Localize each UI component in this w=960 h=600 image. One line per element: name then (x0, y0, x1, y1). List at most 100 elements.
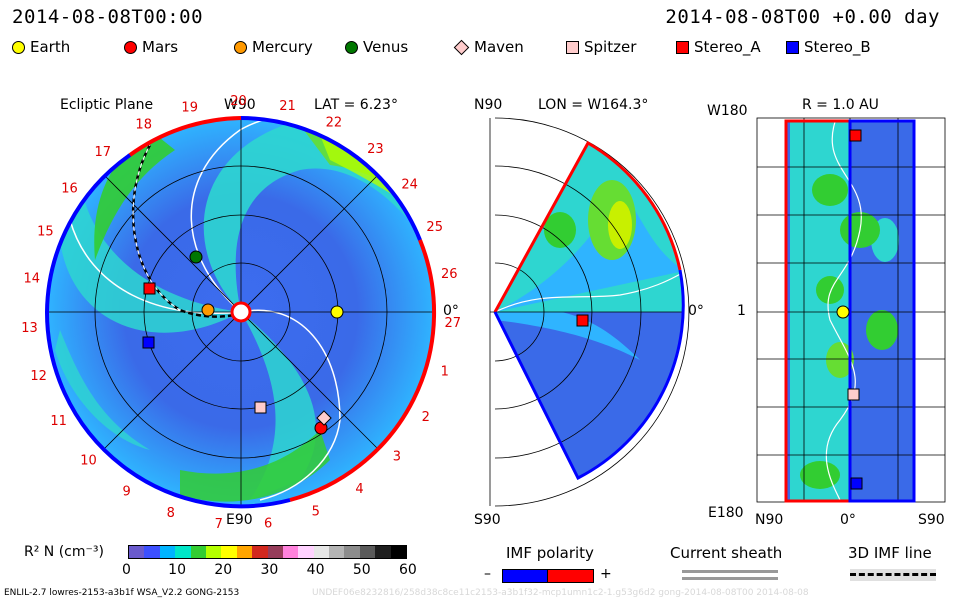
stereo-a-marker-icon (576, 314, 589, 327)
ecliptic-lat-label: LAT = 6.23° (314, 97, 398, 113)
carrington-label: 12 (30, 369, 47, 384)
carrington-label: 13 (21, 321, 38, 336)
imf-negative-swatch (502, 569, 549, 583)
meridional-plot (489, 117, 690, 507)
legend-label: Venus (363, 38, 409, 56)
mars-marker-icon (124, 40, 137, 54)
legend-earth: Earth (12, 38, 70, 56)
colorbar-tick-label: 30 (260, 562, 279, 578)
meridional-title: LON = W164.3° (538, 97, 649, 113)
carrington-label: 6 (264, 516, 272, 531)
legend-label: Stereo_B (804, 38, 871, 56)
meridional-right-label: 0° (688, 303, 704, 319)
sun-icon (230, 301, 252, 323)
carrington-label: 23 (367, 142, 384, 157)
meridional-bottom-label: S90 (474, 512, 501, 528)
carrington-label: 3 (393, 450, 401, 465)
imf-positive-swatch (547, 569, 594, 583)
legend-maven: Maven (453, 38, 524, 56)
colorbar-tick-label: 10 (168, 562, 186, 578)
carrington-labels: 19 20 212223242526271234567891011121314151… (21, 94, 461, 532)
imf-plus-label: + (600, 566, 612, 582)
stereo-b-marker-icon (786, 40, 799, 54)
stereo-a-marker-icon (143, 282, 156, 295)
colorbar-segment (329, 546, 345, 558)
colorbar-segment (129, 546, 145, 558)
colorbar-tick-label: 0 (122, 562, 131, 578)
legend-label: Maven (474, 38, 524, 56)
legend-mercury: Mercury (234, 38, 313, 56)
timestamp-right: 2014-08-08T00 +0.00 day (665, 6, 940, 28)
carrington-label: 19 (181, 100, 198, 115)
carrington-label: 17 (95, 145, 112, 160)
carrington-label: 20 (230, 94, 247, 109)
carrington-label: 14 (24, 272, 41, 287)
radial-bottom-left-label: E180 (708, 505, 744, 521)
spitzer-marker-icon (566, 40, 579, 54)
legend-label: Earth (30, 38, 71, 56)
radial-x-left-label: N90 (755, 512, 784, 528)
stereo-b-marker-icon (142, 336, 155, 349)
radial-x-right-label: S90 (918, 512, 945, 528)
legend-label: Spitzer (584, 38, 637, 56)
imf-line-sample (850, 573, 936, 576)
model-info: ENLIL-2.7 lowres-2153-a3b1f WSA_V2.2 GON… (4, 588, 240, 598)
venus-marker-icon (189, 250, 203, 264)
mercury-marker-icon (234, 40, 247, 54)
carrington-label: 25 (426, 220, 443, 235)
stereo-a-marker-icon (676, 40, 689, 54)
spitzer-marker-icon (847, 388, 860, 401)
maven-marker-icon (316, 410, 332, 426)
colorbar-segment (236, 546, 253, 558)
stereo-a-marker-icon (849, 129, 862, 142)
colorbar-segment (298, 546, 314, 558)
carrington-label: 10 (80, 453, 97, 468)
colorbar-tick-label: 20 (214, 562, 233, 578)
current-sheath-line-bottom (682, 577, 778, 580)
radial-mid-left-label: 1 (737, 303, 746, 319)
carrington-label: 4 (355, 482, 363, 497)
colorbar (128, 545, 407, 559)
radial-title: R = 1.0 AU (802, 97, 879, 113)
carrington-label: 9 (122, 485, 130, 500)
colorbar-tick-label: 50 (352, 562, 371, 578)
carrington-label: 27 (445, 316, 462, 331)
timestamp-left: 2014-08-08T00:00 (12, 6, 204, 28)
radial-plot (756, 117, 946, 503)
legend-label: Mars (142, 38, 179, 56)
colorbar-segment (252, 546, 268, 558)
radial-top-left-label: W180 (707, 103, 748, 119)
current-sheath-label: Current sheath (670, 544, 783, 562)
legend-label: Mercury (252, 38, 313, 56)
carrington-label: 1 (441, 364, 449, 379)
carrington-label: 18 (135, 118, 152, 133)
colorbar-segment (159, 546, 176, 558)
ecliptic-right-label: 0° (443, 303, 459, 319)
meridional-top-label: N90 (474, 97, 503, 113)
carrington-label: 15 (37, 224, 54, 239)
carrington-label: 24 (401, 177, 418, 192)
legend-label: Stereo_A (694, 38, 761, 56)
legend-mars: Mars (124, 38, 178, 56)
earth-marker-icon (12, 40, 25, 54)
ecliptic-bottom-label: E90 (226, 512, 253, 528)
colorbar-segment (144, 546, 160, 558)
colorbar-segment (267, 546, 283, 558)
venus-marker-icon (345, 40, 358, 54)
legend-stereo-a: Stereo_A (676, 38, 761, 56)
spacecraft-legend: Earth Mars Mercury Venus Maven Spitzer S… (12, 38, 912, 60)
colorbar-ticks: 0 10 20 30 40 50 60 (122, 562, 417, 578)
colorbar-segment (190, 546, 206, 558)
legend-venus: Venus (345, 38, 408, 56)
earth-marker-icon (836, 305, 850, 319)
current-sheath-line-top (682, 570, 778, 573)
carrington-label: 11 (50, 414, 67, 429)
carrington-label: 26 (441, 267, 458, 282)
carrington-label: 7 (215, 517, 223, 532)
carrington-label: 2 (422, 410, 430, 425)
spitzer-marker-icon (254, 401, 267, 414)
colorbar-segment (359, 546, 376, 558)
carrington-label: 8 (167, 506, 175, 521)
ecliptic-title: Ecliptic Plane (60, 97, 154, 113)
